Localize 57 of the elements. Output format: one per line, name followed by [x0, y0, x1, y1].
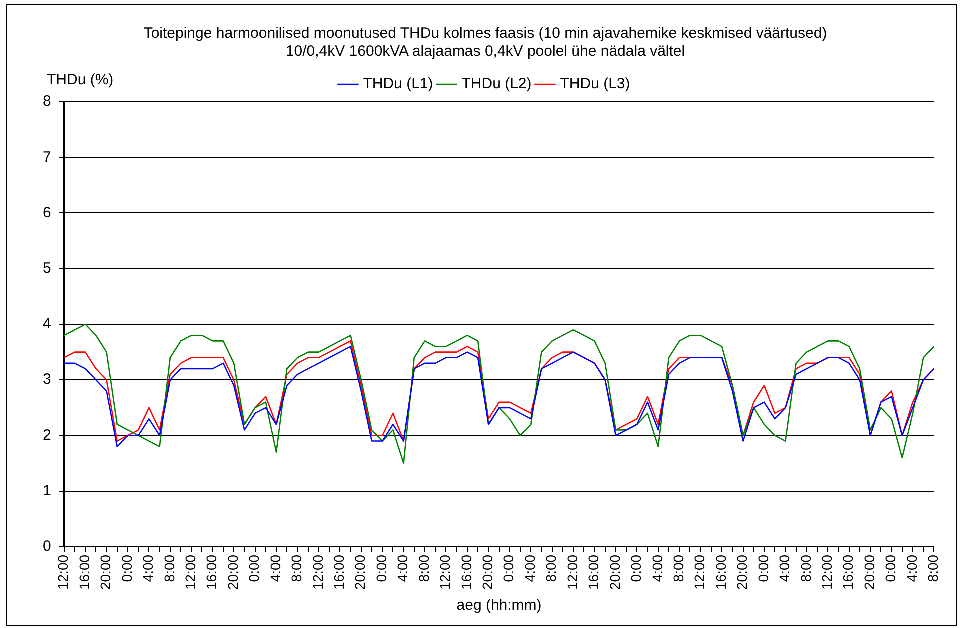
x-tick-label: 0:00 — [755, 554, 772, 582]
x-tick-label: 4:00 — [394, 554, 411, 582]
y-tick-label: 2 — [43, 426, 52, 444]
x-tick-label: 8:00 — [416, 554, 432, 582]
x-tick-label: 8:00 — [161, 554, 178, 582]
y-tick-label: 8 — [43, 93, 52, 110]
y-tick-label: 3 — [43, 371, 52, 388]
y-tick-label: 1 — [43, 482, 52, 500]
x-tick-label: 8:00 — [670, 554, 686, 582]
x-tick-label: 16:00 — [76, 554, 92, 590]
legend-label: THDu (L1) — [363, 76, 434, 93]
y-axis-title: THDu (%) — [47, 72, 114, 89]
x-tick-label: 4:00 — [267, 554, 284, 582]
x-tick-label: 16:00 — [331, 554, 348, 590]
x-tick-label: 4:00 — [649, 554, 666, 582]
y-tick-label: 4 — [43, 316, 52, 333]
x-tick-label: 4:00 — [522, 554, 538, 582]
x-tick-label: 16:00 — [712, 554, 729, 590]
x-tick-label: 16:00 — [458, 554, 474, 590]
x-tick-label: 16:00 — [204, 554, 220, 590]
x-tick-label: 0:00 — [373, 554, 390, 582]
x-tick-label: 20:00 — [734, 554, 750, 590]
x-tick-label: 4:00 — [776, 554, 793, 582]
x-tick-label: 8:00 — [798, 554, 814, 582]
x-tick-label: 12:00 — [310, 554, 326, 590]
x-tick-label: 16:00 — [586, 554, 602, 590]
x-tick-label: 4:00 — [140, 554, 156, 582]
x-tick-label: 12:00 — [55, 554, 72, 590]
chart-title: Toitepinge harmoonilised moonutused THDu kolmes faasis (10 min ajavahemike keskmised väärtused) 10/0,4kV 1600kVA alajaamas 0,4kV poolel ühe nädala vältel — [144, 25, 828, 60]
x-tick-label: 0:00 — [246, 554, 262, 582]
y-tick-label: 7 — [43, 148, 52, 166]
y-tick-label: 0 — [43, 538, 52, 556]
x-tick-label: 8:00 — [543, 554, 560, 582]
x-tick-label: 12:00 — [182, 554, 198, 590]
x-tick-label: 20:00 — [98, 554, 114, 590]
x-tick-label: 16:00 — [840, 554, 856, 590]
x-tick-label: 20:00 — [480, 554, 496, 590]
legend-label: THDu (L2) — [462, 76, 532, 93]
x-tick-label: 20:00 — [224, 554, 241, 590]
x-tick-label: 0:00 — [628, 554, 644, 582]
y-tick-label: 6 — [43, 204, 52, 222]
x-tick-label: 0:00 — [882, 554, 899, 582]
x-tick-label: 20:00 — [861, 554, 878, 590]
x-tick-label: 8:00 — [288, 554, 305, 582]
x-tick-label: 0:00 — [500, 554, 517, 582]
x-tick-label: 12:00 — [437, 554, 454, 590]
x-tick-label: 20:00 — [352, 554, 368, 590]
x-tick-label: 4:00 — [904, 554, 920, 582]
x-tick-label: 12:00 — [818, 554, 835, 590]
x-tick-label: 12:00 — [564, 554, 580, 590]
x-tick-label: 0:00 — [118, 554, 135, 582]
x-tick-label: 12:00 — [692, 554, 708, 590]
legend-label: THDu (L3) — [560, 76, 630, 93]
x-tick-label: 20:00 — [606, 554, 623, 590]
x-axis-title: aeg (hh:mm) — [456, 597, 542, 614]
y-tick-label: 5 — [43, 260, 52, 278]
x-tick-label: 8:00 — [925, 554, 942, 582]
